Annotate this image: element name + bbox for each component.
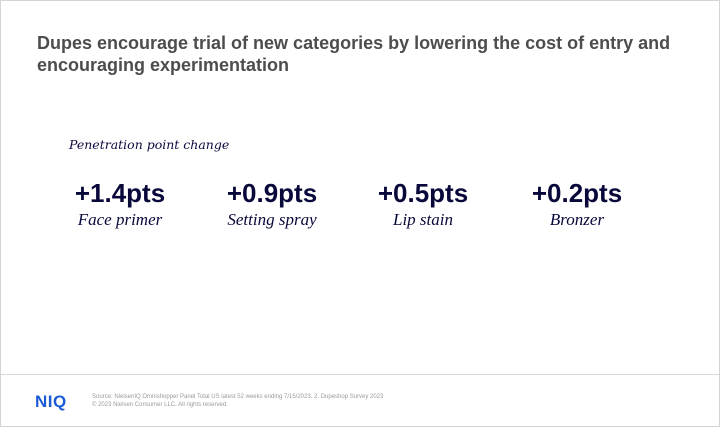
slide-title: Dupes encourage trial of new categories …: [37, 33, 671, 75]
stat-value: +0.2pts: [531, 178, 623, 208]
stat-bronzer: +0.2pts Bronzer: [512, 177, 642, 230]
copyright-line: © 2023 Nielsen Consumer LLC. All rights …: [92, 402, 228, 408]
stat-value: +0.9pts: [226, 178, 318, 208]
stat-label: Face primer: [77, 210, 163, 229]
stat-setting-spray: +0.9pts Setting spray: [207, 177, 337, 230]
chart-subtitle: Penetration point change: [69, 137, 230, 152]
stat-value: +1.4pts: [74, 178, 166, 208]
footer-divider: [1, 374, 719, 375]
stat-label: Lip stain: [393, 210, 453, 229]
stat-face-primer: +1.4pts Face primer: [55, 177, 185, 230]
stat-label: Setting spray: [227, 210, 317, 229]
source-line: Source: NielsenIQ Omnishopper Panel Tota…: [92, 394, 384, 400]
stat-label: Bronzer: [549, 210, 605, 229]
stat-lip-stain: +0.5pts Lip stain: [358, 177, 488, 230]
source-note: Source: NielsenIQ Omnishopper Panel Tota…: [92, 393, 383, 409]
stat-value: +0.5pts: [377, 178, 469, 208]
niq-logo: NIQ: [35, 392, 67, 411]
